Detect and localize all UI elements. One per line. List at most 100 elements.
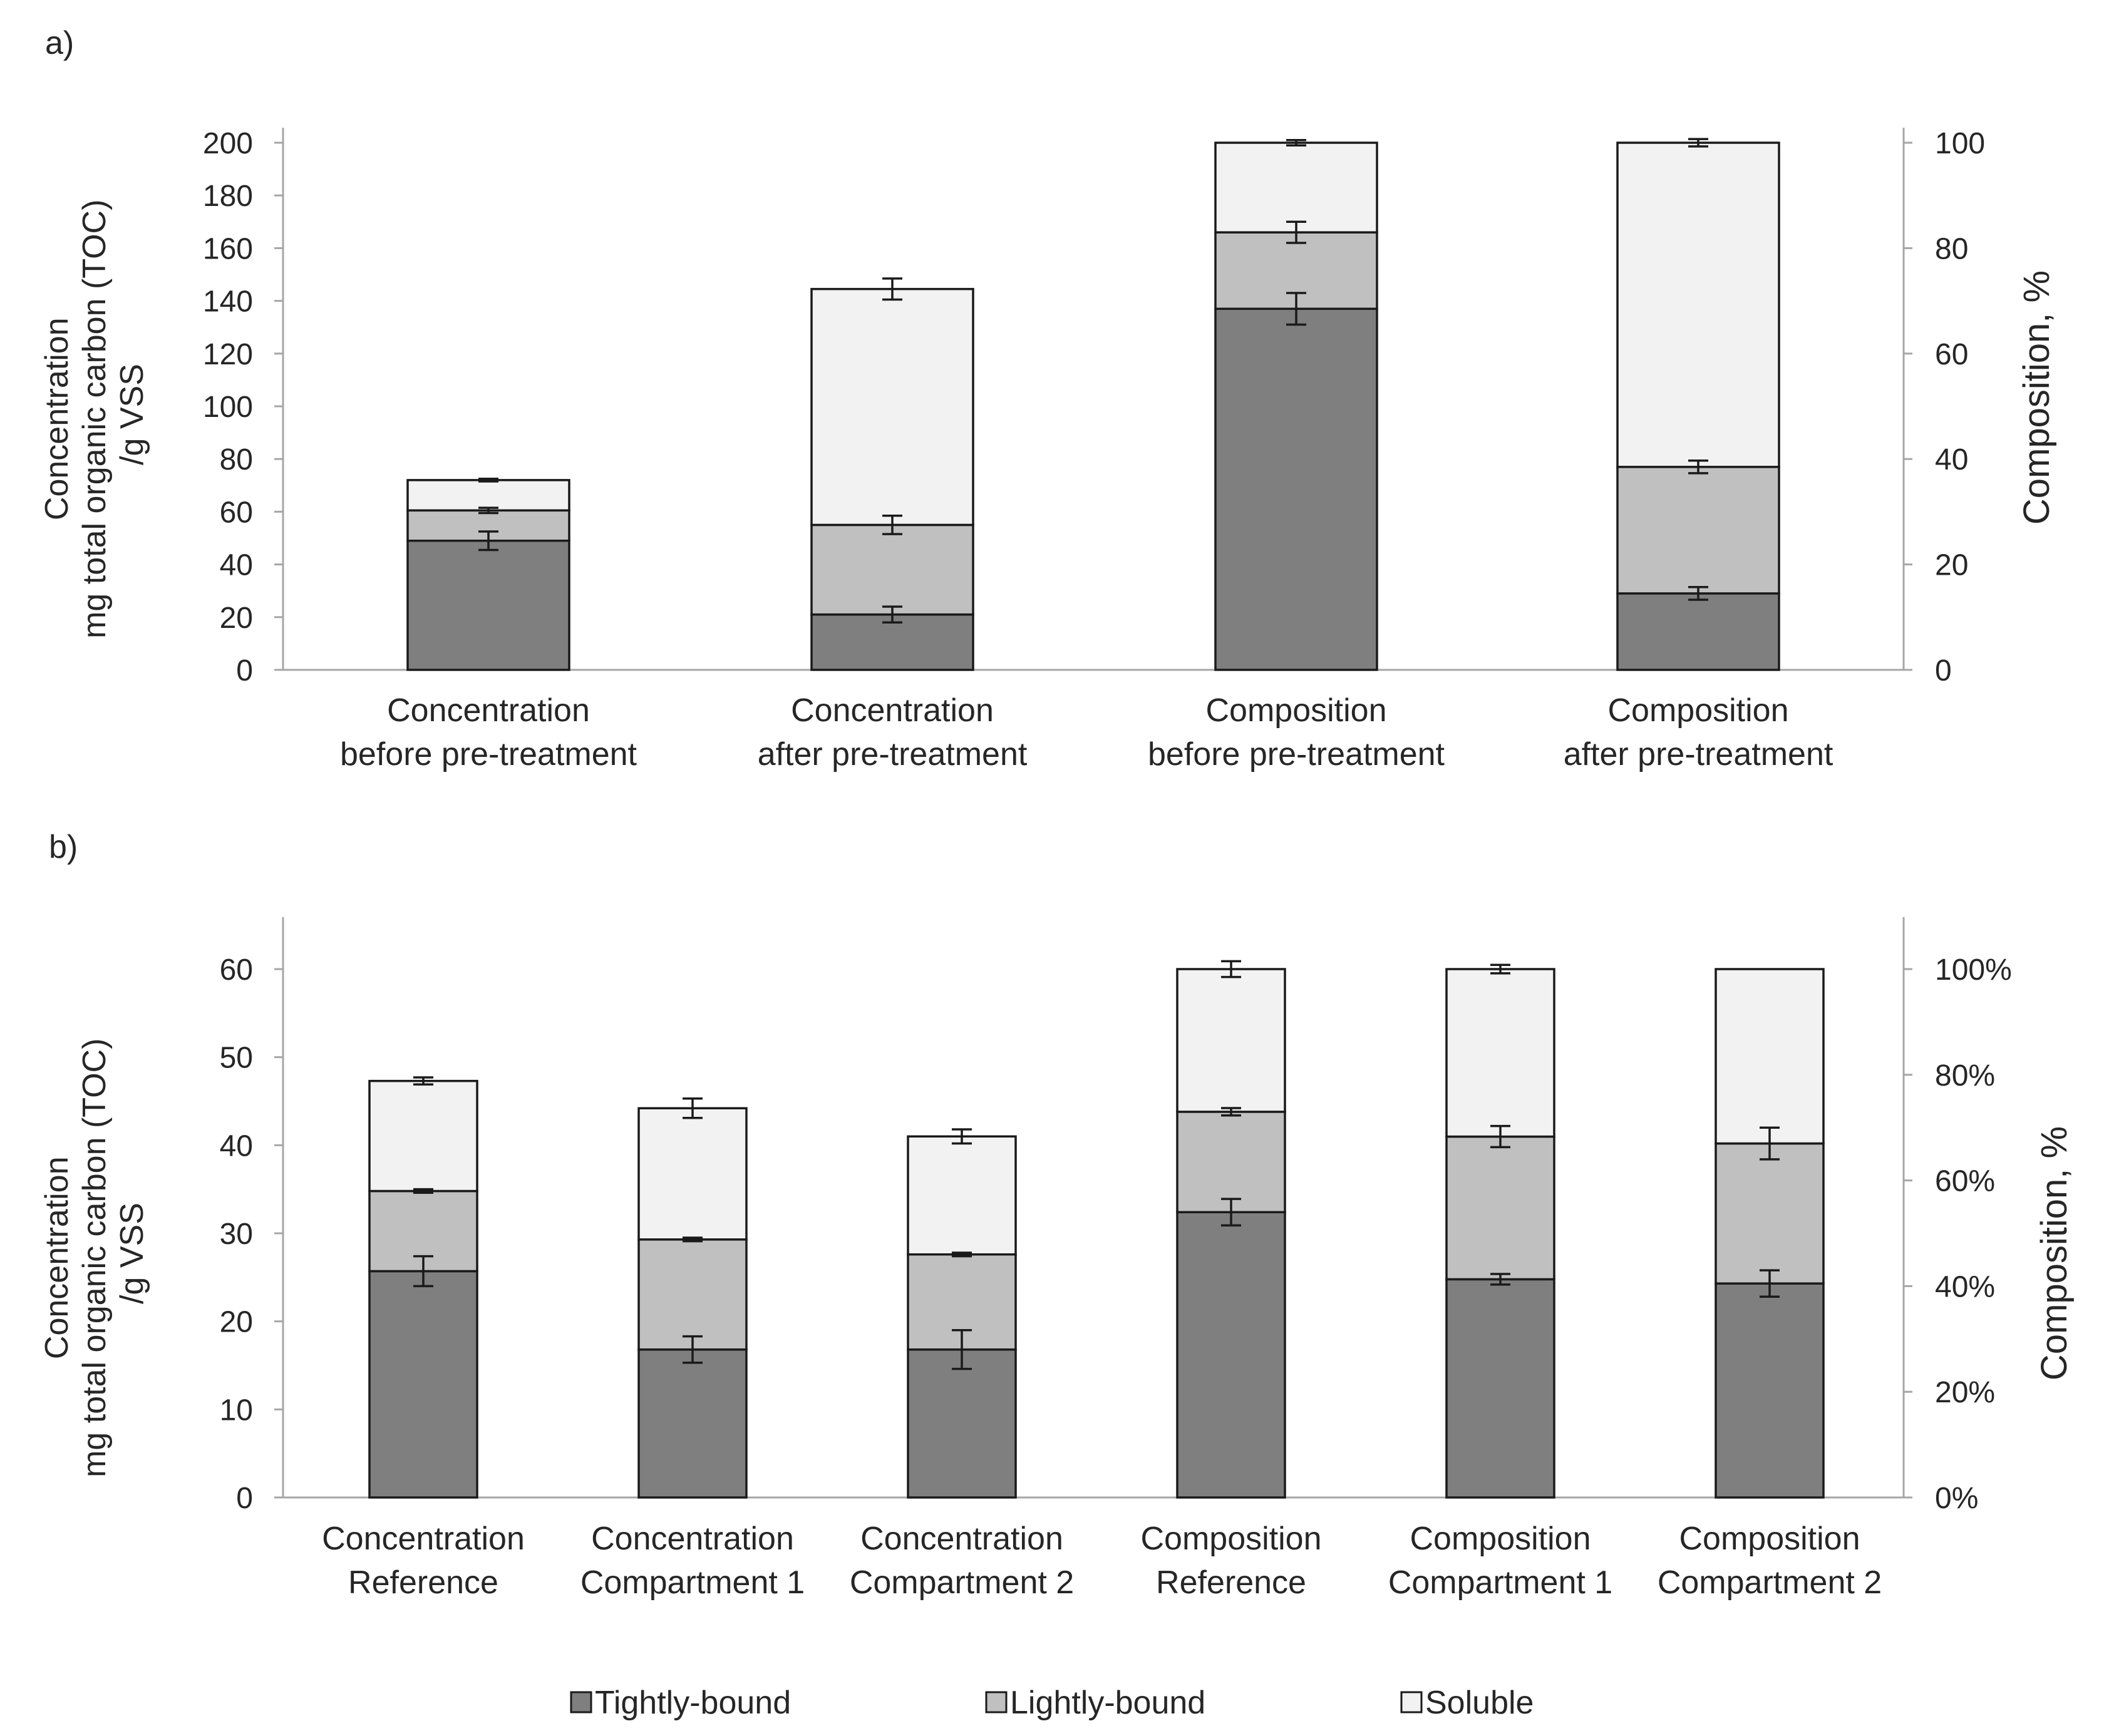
- panel-a-bar-soluble: [406, 479, 570, 512]
- panel-a-left-tick-label: 100: [203, 391, 253, 424]
- panel-a-left-tick-label: 180: [203, 180, 253, 213]
- panel-a-bar-soluble: [1616, 141, 1780, 468]
- panel-a-bar-tightly-bound: [1214, 307, 1378, 671]
- panel-b-left-tick-label: 50: [220, 1042, 253, 1075]
- panel-b-error-bar-soluble: [413, 1076, 433, 1086]
- panel-b-ylabel-line-3: /g VSS: [114, 1203, 150, 1304]
- panel-a-error-bar-tightly-bound: [478, 530, 498, 552]
- panel-a-right-tick-label: 100: [1935, 127, 1985, 160]
- panel-b-error-bar-lightly-bound: [683, 1236, 703, 1243]
- panel-b-bar-tightly-bound: [1176, 1211, 1286, 1499]
- panel-a-error-bar-lightly-bound: [1286, 220, 1306, 244]
- panel-b-right-tick-label: 80%: [1935, 1059, 1995, 1092]
- panel-a-left-tick-label: 40: [220, 549, 253, 582]
- panel-a-error-bar-tightly-bound: [1688, 586, 1708, 601]
- panel-a-category-label: Concentration after pre-treatment: [758, 692, 1028, 773]
- legend: Tightly-bound Lightly-bound Soluble: [570, 1685, 1534, 1721]
- legend-swatch-soluble: [1400, 1691, 1423, 1713]
- panel-b-bar-tightly-bound: [637, 1348, 748, 1499]
- panel-b-bar-soluble: [1445, 968, 1555, 1138]
- panel-b-right-tick-label: 0%: [1935, 1482, 1978, 1515]
- panel-a-ylabel-line-3: /g VSS: [114, 364, 150, 465]
- legend-label-soluble: Soluble: [1425, 1685, 1534, 1721]
- panel-b-bar-lightly-bound: [1176, 1111, 1286, 1213]
- panel-a-label: a): [45, 25, 74, 61]
- panel-b-label: b): [49, 829, 78, 865]
- legend-swatch-lightly-bound: [985, 1691, 1008, 1713]
- panel-a-bar-tightly-bound: [1616, 592, 1780, 671]
- panel-b-category-label: Concentration Compartment 2: [850, 1521, 1074, 1601]
- panel-a-bar-lightly-bound: [810, 523, 974, 616]
- panel-b-left-tick-label: 0: [236, 1482, 253, 1515]
- panel-a-error-bar-lightly-bound: [478, 506, 498, 515]
- panel-a-left-tick-label: 200: [203, 127, 253, 160]
- panel-a-bar-soluble: [1214, 141, 1378, 234]
- panel-a-error-bar-lightly-bound: [882, 514, 902, 535]
- panel-a-right-tick-label: 80: [1935, 232, 1968, 265]
- panel-b-right-tick-label: 100%: [1935, 953, 2012, 987]
- panel-b-bar-lightly-bound: [1445, 1135, 1555, 1281]
- panel-a-left-tick-label: 160: [203, 232, 253, 265]
- panel-b-bar-tightly-bound: [1445, 1278, 1555, 1499]
- panel-a-category-label: Concentration before pre-treatment: [340, 692, 637, 773]
- panel-b-bar-soluble: [1176, 968, 1286, 1113]
- panel-a-left-tick-label: 20: [220, 602, 253, 635]
- panel-b-error-bar-tightly-bound: [952, 1328, 972, 1370]
- panel-b-ylabel-line-2: mg total organic carbon (TOC): [76, 1039, 113, 1477]
- panel-b-error-bar-lightly-bound: [1760, 1126, 1780, 1161]
- panel-a-ylabel-line-1: Concentration: [39, 317, 75, 520]
- panel-b-error-bar-tightly-bound: [413, 1255, 433, 1288]
- legend-label-lightly-bound: Lightly-bound: [1010, 1685, 1205, 1721]
- panel-a-left-tick-label: 120: [203, 338, 253, 371]
- panel-b-bar-lightly-bound: [1715, 1142, 1825, 1285]
- panel-b-error-bar-lightly-bound: [952, 1251, 972, 1258]
- panel-b-left-tick-label: 20: [220, 1306, 253, 1339]
- panel-a-ylabel-line-2: mg total organic carbon (TOC): [76, 200, 113, 639]
- panel-b-bar-soluble: [907, 1135, 1017, 1256]
- panel-a-left-tick-label: 80: [220, 443, 253, 476]
- panel-b-bar-soluble: [368, 1079, 478, 1193]
- panel-b-error-bar-tightly-bound: [1490, 1273, 1510, 1286]
- panel-a-right-tick-label: 20: [1935, 549, 1968, 582]
- panel-b-error-bar-lightly-bound: [1490, 1124, 1510, 1149]
- panel-b-category-label: Composition Reference: [1140, 1521, 1321, 1601]
- panel-a-right-axis-title: Composition, %: [2016, 270, 2057, 525]
- panel-a-error-bar-tightly-bound: [1286, 292, 1306, 326]
- panel-b-right-tick-label: 40%: [1935, 1270, 1995, 1303]
- panel-a-bar-tightly-bound: [406, 539, 570, 671]
- panel-b-category-label: Composition Compartment 1: [1388, 1521, 1612, 1601]
- panel-b-bar-lightly-bound: [637, 1238, 748, 1351]
- panel-b-bar-tightly-bound: [368, 1270, 478, 1499]
- panel-b-chart: Concentration mg total organic carbon (T…: [39, 917, 2075, 1601]
- panel-b-error-bar-lightly-bound: [413, 1188, 433, 1194]
- panel-b-error-bar-tightly-bound: [683, 1335, 703, 1364]
- panel-b-left-tick-label: 10: [220, 1394, 253, 1427]
- panel-b-left-tick-label: 40: [220, 1129, 253, 1163]
- panel-a-error-bar-soluble: [1688, 138, 1708, 148]
- panel-a-right-tick-label: 60: [1935, 338, 1968, 371]
- panel-b-bar-tightly-bound: [1715, 1282, 1825, 1499]
- panel-b-bar-soluble: [637, 1107, 748, 1241]
- panel-b-error-bar-soluble: [1221, 960, 1241, 978]
- panel-b-error-bar-lightly-bound: [1221, 1107, 1241, 1117]
- panel-b-category-label: Concentration Compartment 1: [580, 1521, 805, 1601]
- panel-a-chart: Concentration mg total organic carbon (T…: [39, 127, 2057, 773]
- panel-b-ylabel-line-1: Concentration: [39, 1156, 75, 1359]
- panel-a-category-label: Composition before pre-treatment: [1148, 692, 1445, 773]
- panel-b-error-bar-soluble: [952, 1128, 972, 1145]
- panel-b-error-bar-tightly-bound: [1221, 1198, 1241, 1227]
- panel-b-bar-tightly-bound: [907, 1348, 1017, 1499]
- panel-b-category-label: Concentration Reference: [322, 1521, 525, 1601]
- panel-b-error-bar-soluble: [683, 1097, 703, 1119]
- legend-swatch-tightly-bound: [570, 1691, 592, 1713]
- panel-b-bar-soluble: [1715, 968, 1825, 1145]
- panel-a-right-tick-label: 0: [1935, 654, 1952, 687]
- panel-b-left-tick-label: 60: [220, 953, 253, 987]
- panel-a-error-bar-tightly-bound: [882, 605, 902, 624]
- panel-a-bar-lightly-bound: [1616, 466, 1780, 595]
- panel-b-right-tick-label: 20%: [1935, 1376, 1995, 1409]
- panel-a-error-bar-soluble: [1286, 139, 1306, 146]
- panel-a-error-bar-lightly-bound: [1688, 459, 1708, 475]
- panel-b-category-label: Composition Compartment 2: [1658, 1521, 1882, 1601]
- panel-a-bar-tightly-bound: [810, 613, 974, 671]
